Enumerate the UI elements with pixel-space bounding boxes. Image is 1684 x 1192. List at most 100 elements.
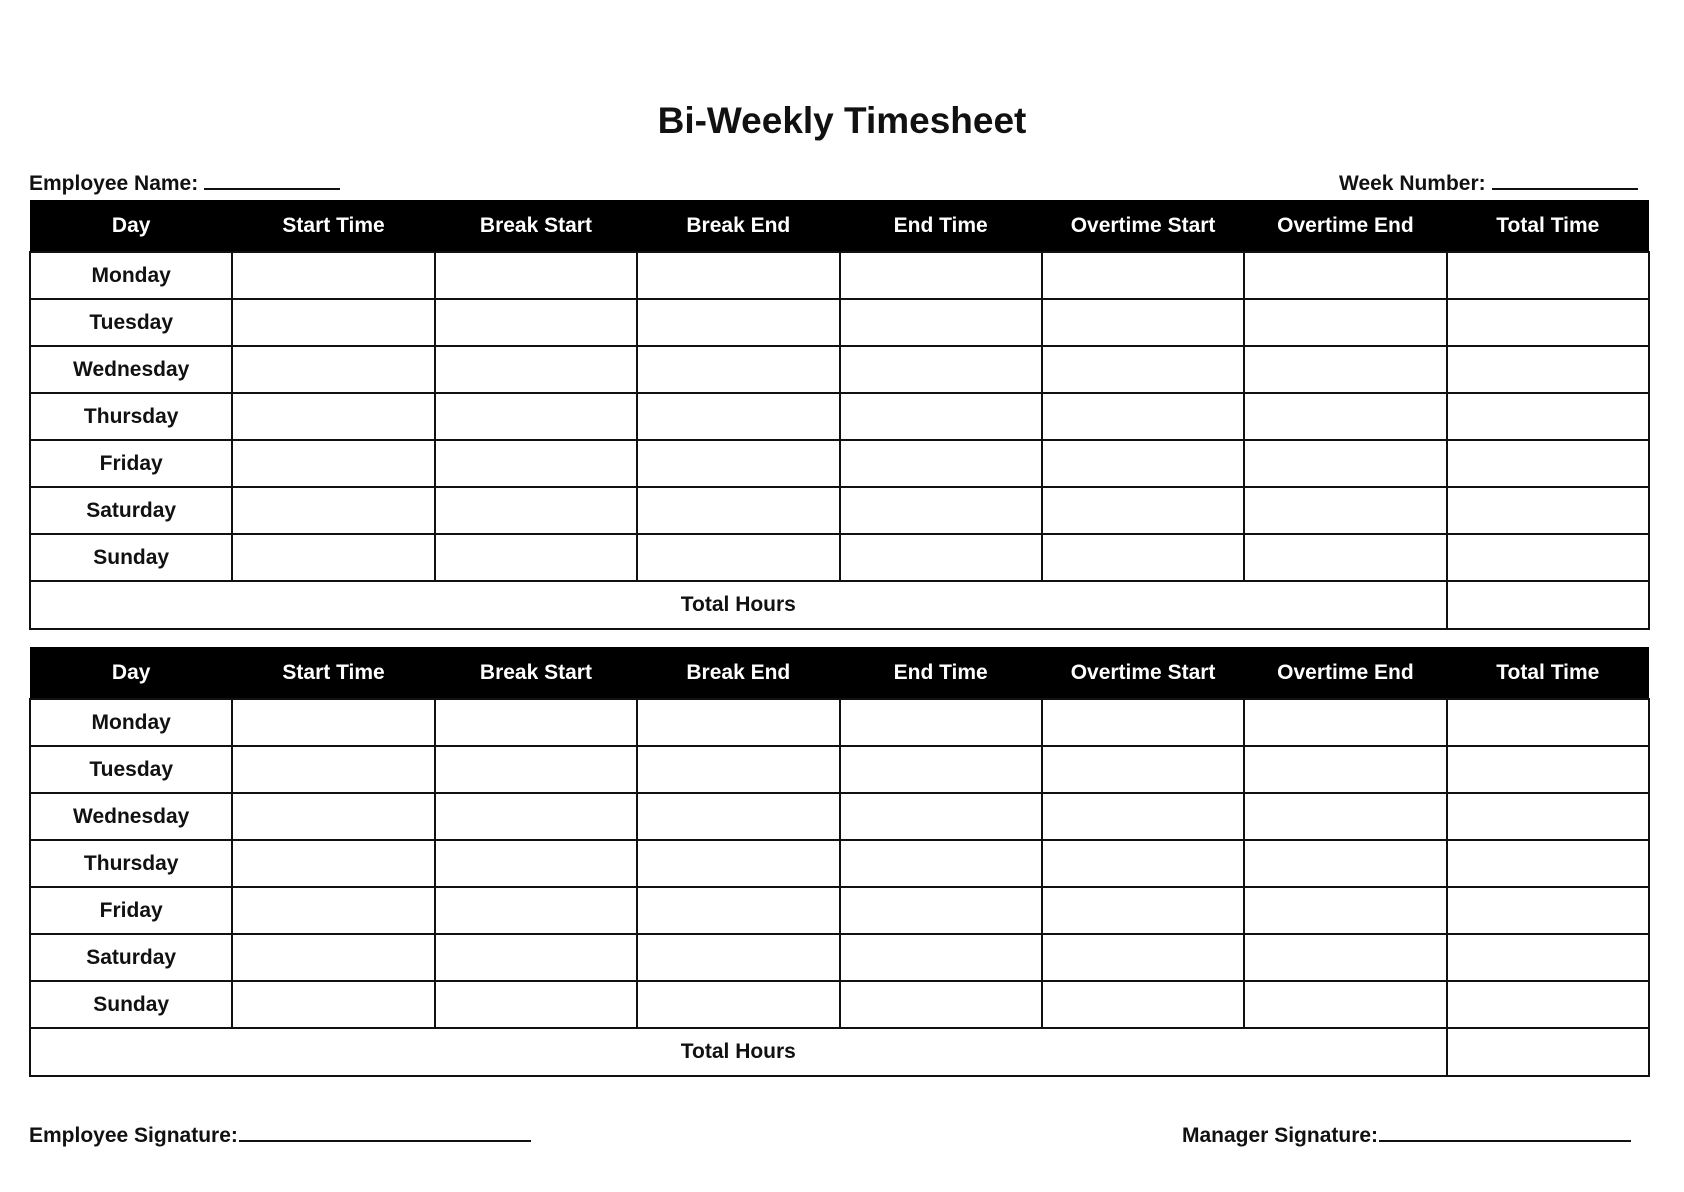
- total-hours-cell[interactable]: [1445, 580, 1651, 630]
- time-entry-cell[interactable]: [1445, 933, 1651, 982]
- time-entry-cell[interactable]: [1243, 392, 1448, 441]
- time-entry-cell[interactable]: [433, 486, 639, 535]
- time-entry-cell[interactable]: [636, 486, 841, 535]
- time-entry-cell[interactable]: [433, 439, 639, 488]
- time-entry-cell[interactable]: [433, 745, 639, 794]
- time-entry-cell[interactable]: [1243, 886, 1448, 935]
- time-entry-cell[interactable]: [1040, 980, 1246, 1029]
- time-entry-cell[interactable]: [1040, 439, 1246, 488]
- time-entry-cell[interactable]: [838, 486, 1043, 535]
- time-entry-cell[interactable]: [1243, 439, 1448, 488]
- total-hours-cell[interactable]: [1445, 1027, 1651, 1077]
- time-entry-cell[interactable]: [838, 251, 1043, 300]
- time-entry-cell[interactable]: [433, 251, 639, 300]
- time-entry-cell[interactable]: [231, 933, 436, 982]
- time-entry-cell[interactable]: [1040, 933, 1246, 982]
- time-entry-cell[interactable]: [1243, 980, 1448, 1029]
- time-entry-cell[interactable]: [636, 933, 841, 982]
- time-entry-cell[interactable]: [636, 886, 841, 935]
- time-entry-cell[interactable]: [1040, 345, 1246, 394]
- time-entry-cell[interactable]: [1040, 792, 1246, 841]
- time-entry-cell[interactable]: [1445, 792, 1651, 841]
- time-entry-cell[interactable]: [1040, 698, 1246, 747]
- time-entry-cell[interactable]: [838, 698, 1043, 747]
- time-entry-cell[interactable]: [838, 980, 1043, 1029]
- time-entry-cell[interactable]: [636, 533, 841, 582]
- time-entry-cell[interactable]: [636, 439, 841, 488]
- time-entry-cell[interactable]: [231, 886, 436, 935]
- time-entry-cell[interactable]: [636, 698, 841, 747]
- time-entry-cell[interactable]: [231, 298, 436, 347]
- time-entry-cell[interactable]: [1243, 933, 1448, 982]
- time-entry-cell[interactable]: [231, 839, 436, 888]
- time-entry-cell[interactable]: [1243, 839, 1448, 888]
- time-entry-cell[interactable]: [1243, 792, 1448, 841]
- time-entry-cell[interactable]: [838, 392, 1043, 441]
- time-entry-cell[interactable]: [433, 933, 639, 982]
- time-entry-cell[interactable]: [838, 792, 1043, 841]
- time-entry-cell[interactable]: [433, 345, 639, 394]
- time-entry-cell[interactable]: [838, 886, 1043, 935]
- employee-name-field[interactable]: Employee Name:: [29, 172, 341, 196]
- employee-name-line[interactable]: [204, 187, 341, 190]
- time-entry-cell[interactable]: [1040, 298, 1246, 347]
- employee-signature-field[interactable]: Employee Signature:: [29, 1124, 531, 1148]
- time-entry-cell[interactable]: [838, 933, 1043, 982]
- time-entry-cell[interactable]: [1445, 745, 1651, 794]
- time-entry-cell[interactable]: [838, 745, 1043, 794]
- time-entry-cell[interactable]: [231, 745, 436, 794]
- time-entry-cell[interactable]: [231, 792, 436, 841]
- time-entry-cell[interactable]: [1040, 839, 1246, 888]
- time-entry-cell[interactable]: [1445, 533, 1651, 582]
- time-entry-cell[interactable]: [636, 980, 841, 1029]
- time-entry-cell[interactable]: [231, 345, 436, 394]
- time-entry-cell[interactable]: [838, 345, 1043, 394]
- time-entry-cell[interactable]: [433, 886, 639, 935]
- time-entry-cell[interactable]: [1445, 251, 1651, 300]
- time-entry-cell[interactable]: [1445, 345, 1651, 394]
- time-entry-cell[interactable]: [636, 251, 841, 300]
- time-entry-cell[interactable]: [1243, 698, 1448, 747]
- manager-signature-field[interactable]: Manager Signature:: [1182, 1124, 1632, 1148]
- time-entry-cell[interactable]: [1445, 439, 1651, 488]
- time-entry-cell[interactable]: [1243, 298, 1448, 347]
- time-entry-cell[interactable]: [231, 698, 436, 747]
- time-entry-cell[interactable]: [838, 439, 1043, 488]
- time-entry-cell[interactable]: [231, 486, 436, 535]
- time-entry-cell[interactable]: [838, 839, 1043, 888]
- time-entry-cell[interactable]: [1243, 745, 1448, 794]
- time-entry-cell[interactable]: [636, 745, 841, 794]
- time-entry-cell[interactable]: [231, 439, 436, 488]
- time-entry-cell[interactable]: [1445, 486, 1651, 535]
- time-entry-cell[interactable]: [1243, 251, 1448, 300]
- time-entry-cell[interactable]: [433, 792, 639, 841]
- time-entry-cell[interactable]: [1040, 533, 1246, 582]
- time-entry-cell[interactable]: [231, 533, 436, 582]
- time-entry-cell[interactable]: [433, 698, 639, 747]
- time-entry-cell[interactable]: [433, 533, 639, 582]
- time-entry-cell[interactable]: [231, 251, 436, 300]
- time-entry-cell[interactable]: [1040, 486, 1246, 535]
- time-entry-cell[interactable]: [636, 298, 841, 347]
- time-entry-cell[interactable]: [433, 298, 639, 347]
- time-entry-cell[interactable]: [1040, 392, 1246, 441]
- time-entry-cell[interactable]: [1040, 251, 1246, 300]
- time-entry-cell[interactable]: [636, 792, 841, 841]
- time-entry-cell[interactable]: [1243, 345, 1448, 394]
- time-entry-cell[interactable]: [636, 345, 841, 394]
- week-number-field[interactable]: Week Number:: [1339, 172, 1638, 196]
- time-entry-cell[interactable]: [838, 533, 1043, 582]
- time-entry-cell[interactable]: [636, 392, 841, 441]
- time-entry-cell[interactable]: [231, 392, 436, 441]
- time-entry-cell[interactable]: [231, 980, 436, 1029]
- time-entry-cell[interactable]: [1445, 886, 1651, 935]
- time-entry-cell[interactable]: [1243, 533, 1448, 582]
- time-entry-cell[interactable]: [1445, 839, 1651, 888]
- time-entry-cell[interactable]: [1445, 392, 1651, 441]
- time-entry-cell[interactable]: [1445, 298, 1651, 347]
- manager-signature-line[interactable]: [1379, 1139, 1632, 1142]
- time-entry-cell[interactable]: [838, 298, 1043, 347]
- time-entry-cell[interactable]: [1040, 886, 1246, 935]
- time-entry-cell[interactable]: [433, 392, 639, 441]
- time-entry-cell[interactable]: [1445, 698, 1651, 747]
